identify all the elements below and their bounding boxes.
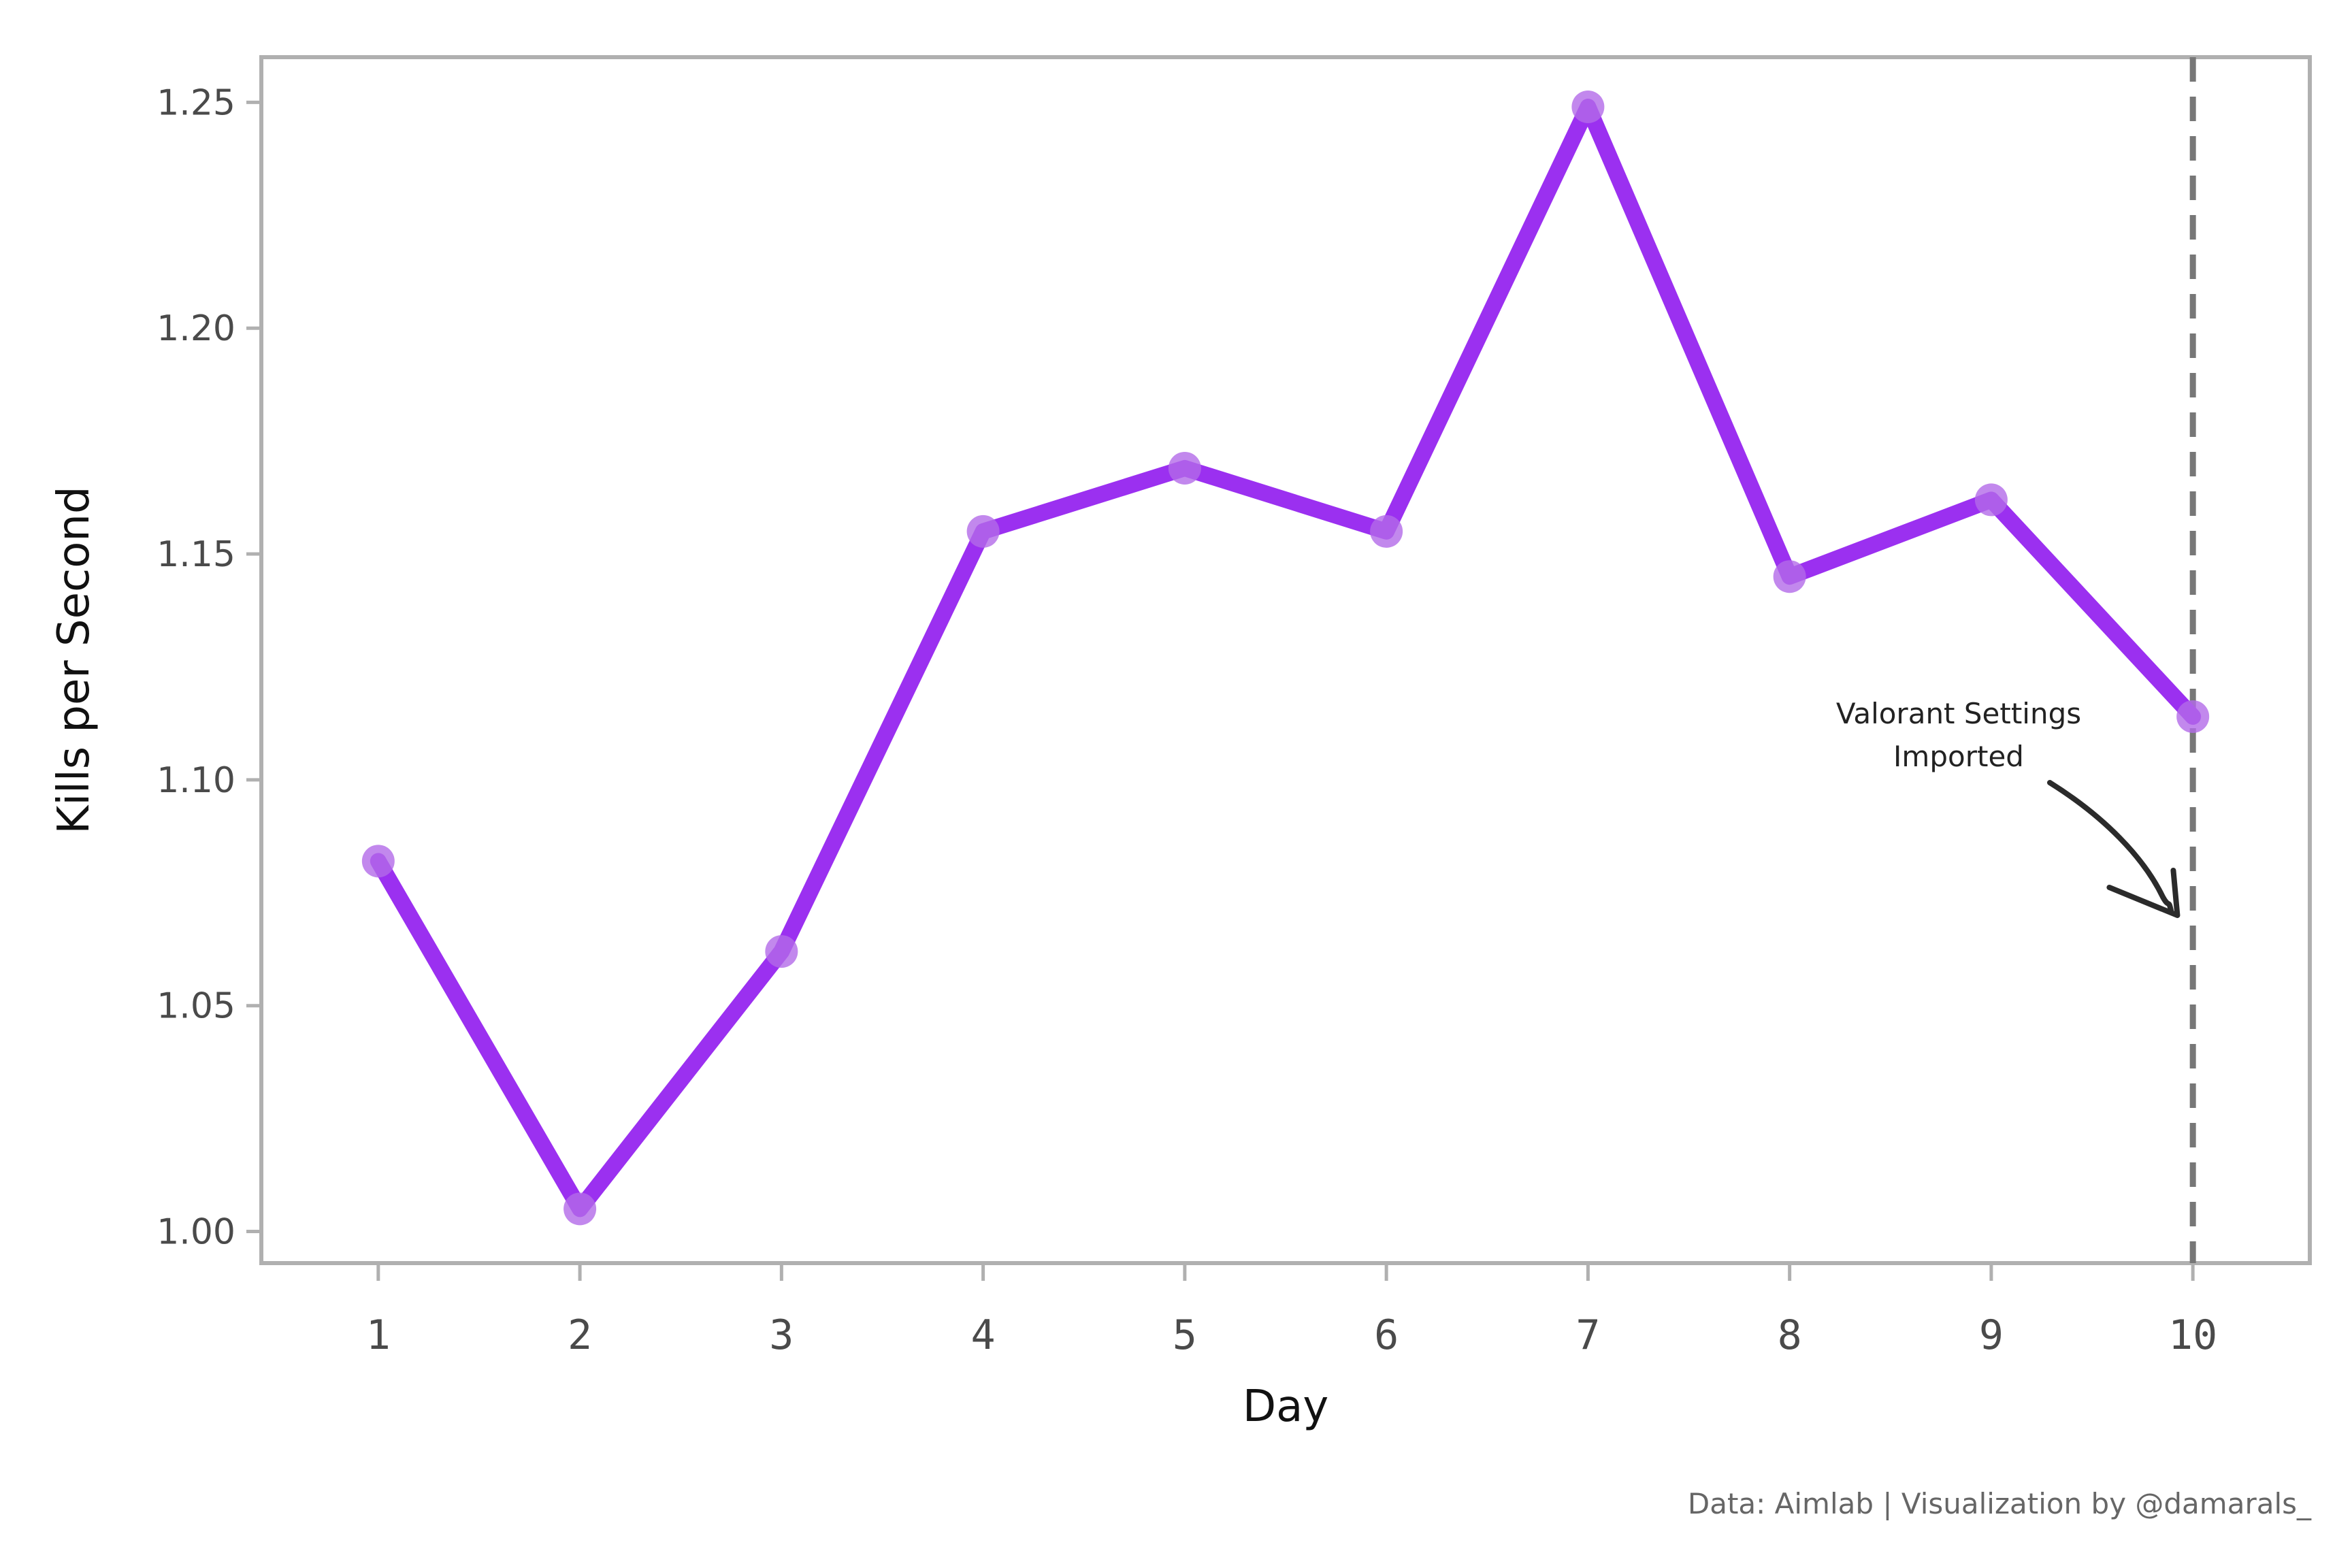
x-tick-label: 10 [2168, 1311, 2217, 1359]
x-tick-label: 5 [1173, 1311, 1197, 1359]
y-tick-label: 1.10 [157, 760, 235, 801]
x-tick-label: 9 [1979, 1311, 2004, 1359]
annotation-text-line-2: Imported [1893, 740, 2024, 773]
x-tick-label: 4 [971, 1311, 996, 1359]
x-axis-ticks: 1 2 3 4 5 6 7 8 9 10 [366, 1263, 2217, 1359]
x-tick-label: 6 [1374, 1311, 1399, 1359]
source-caption: Data: Aimlab | Visualization by @damaral… [1688, 1487, 2312, 1520]
x-tick-label: 2 [568, 1311, 592, 1359]
y-axis-ticks: 1.00 1.05 1.10 1.15 1.20 1.25 [157, 82, 261, 1253]
y-tick-label: 1.25 [157, 82, 235, 123]
data-point [1168, 451, 1201, 485]
series-line [370, 99, 2202, 1218]
y-tick-label: 1.05 [157, 986, 235, 1027]
annotation-arrow [2047, 780, 2174, 913]
data-point [1370, 514, 1403, 548]
annotation-text-line-1: Valorant Settings [1836, 697, 2081, 730]
data-point [564, 1192, 597, 1226]
y-axis-label: Kills per Second [49, 486, 99, 834]
annotation-arrowhead [2106, 867, 2180, 918]
data-point [1974, 483, 2008, 517]
data-point [966, 514, 1000, 548]
y-tick-label: 1.15 [157, 534, 235, 575]
series-kills-per-second [361, 91, 2210, 1226]
data-point [1571, 91, 1605, 124]
data-point [361, 845, 395, 878]
x-tick-label: 7 [1575, 1311, 1600, 1359]
data-point [2176, 700, 2210, 733]
y-tick-label: 1.20 [157, 308, 235, 349]
x-tick-label: 8 [1778, 1311, 1802, 1359]
x-tick-label: 3 [769, 1311, 794, 1359]
annotation-valorant-settings: Valorant Settings Imported [1836, 697, 2180, 918]
x-tick-label: 1 [366, 1311, 391, 1359]
data-point [1773, 560, 1806, 593]
plot-frame [259, 55, 2312, 1265]
x-axis-label: Day [1243, 1382, 1328, 1432]
y-tick-label: 1.00 [157, 1212, 235, 1253]
data-point [765, 935, 798, 968]
